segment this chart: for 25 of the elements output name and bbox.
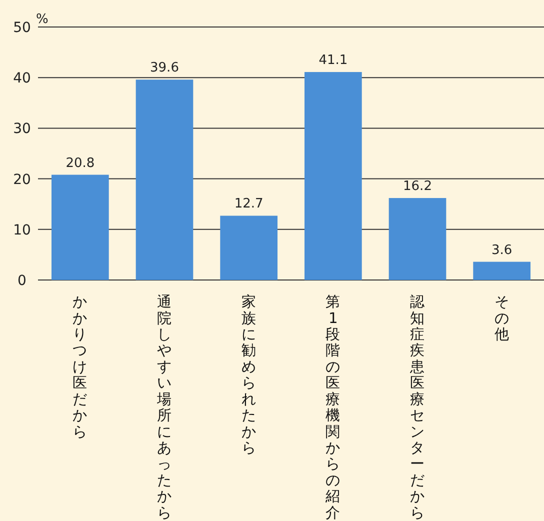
bar [136,80,194,280]
y-tick-label: 10 [13,222,31,238]
y-tick-label: 0 [18,273,26,289]
y-axis-title: % [36,12,48,27]
data-label: 39.6 [150,60,179,76]
category-label: 通院しやすい場所にあったから [157,294,172,521]
category-label: 家族に勧められたから [241,294,256,457]
bar [388,198,446,280]
data-label: 16.2 [403,179,432,194]
data-label: 12.7 [234,196,264,212]
y-tick-label: 20 [13,172,31,188]
data-label: 41.1 [318,53,348,68]
x-tick-label: その他 [494,294,510,344]
category-label: 第1段階の医療機関からの紹介 [326,294,341,521]
y-tick-label: 40 [13,70,31,87]
bar [304,72,362,280]
bar [220,216,278,280]
data-label: 20.8 [66,156,95,171]
category-label: 認知症疾患医療センターだから [410,294,425,521]
bar [473,262,531,280]
bar [51,174,109,280]
y-tick-label: 50 [13,20,31,36]
data-label: 3.6 [491,242,512,258]
category-label: かかりつけ医だから [72,294,88,440]
y-tick-label: 30 [13,121,31,138]
